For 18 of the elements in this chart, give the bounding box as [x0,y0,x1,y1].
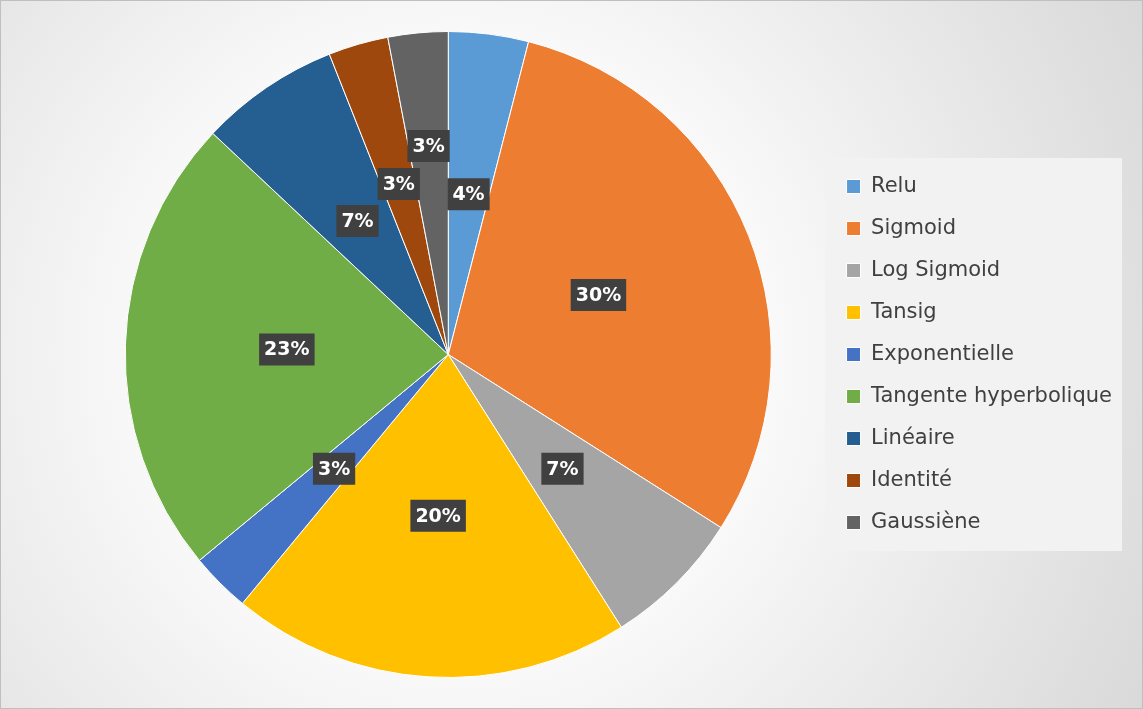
data-label: 23% [264,337,310,360]
legend-label: Exponentielle [871,340,1015,365]
data-label: 3% [412,133,445,156]
legend-label: Relu [871,172,917,197]
legend-label: Gaussiène [871,508,981,533]
data-label: 3% [317,456,351,479]
legend-label: Linéaire [871,424,955,449]
data-label: 4% [452,182,485,205]
legend-label: Log Sigmoid [871,256,1001,281]
data-label: 7% [341,208,374,231]
legend-label: Tansig [870,298,937,323]
legend-label: Tangente hyperbolique [870,382,1113,407]
data-label: 3% [382,171,415,194]
legend-label: Identité [871,466,953,491]
legend-label: Sigmoid [871,214,957,239]
data-label: 20% [415,503,461,526]
data-label: 30% [575,282,622,305]
data-label: 7% [546,456,579,479]
